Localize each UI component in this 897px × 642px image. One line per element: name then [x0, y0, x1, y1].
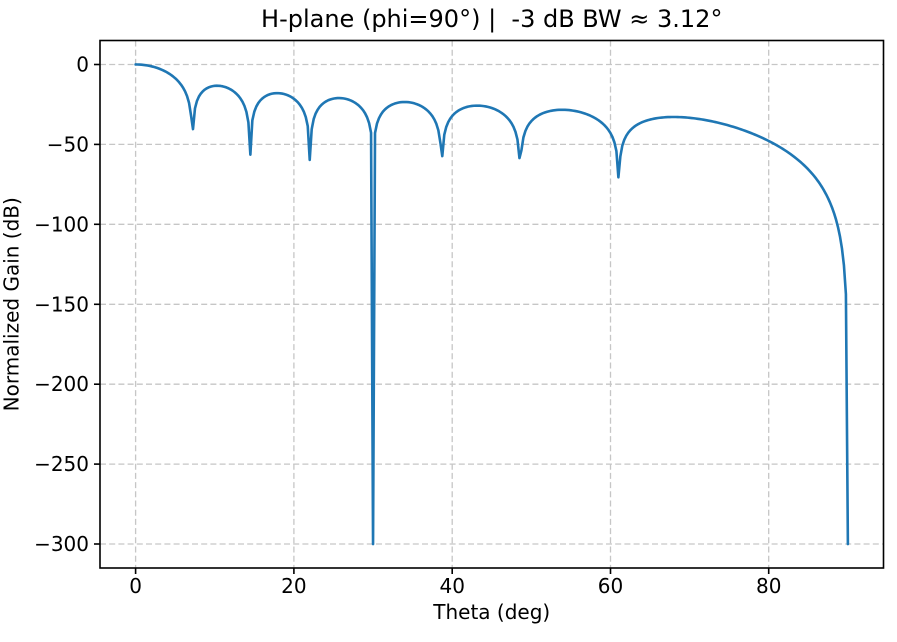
plot-border — [99, 39, 885, 569]
x-tick-label: 60 — [598, 574, 623, 598]
y-tick-label: −150 — [34, 292, 89, 316]
grid-lines — [100, 40, 884, 568]
x-axis-label: Theta (deg) — [432, 600, 550, 624]
y-tick-label: −100 — [34, 212, 89, 236]
pattern-curve — [134, 63, 850, 546]
chart-title: H-plane (phi=90°) | -3 dB BW ≈ 3.12° — [261, 5, 722, 33]
y-tick-label: −250 — [34, 452, 89, 476]
y-tick-label: −50 — [47, 132, 89, 156]
x-tick-labels: 0 20 40 60 80 — [129, 574, 781, 598]
x-tick-label: 20 — [281, 574, 306, 598]
y-axis-label: Normalized Gain (dB) — [0, 197, 24, 411]
y-tick-label: 0 — [76, 53, 89, 77]
x-tick-label: 0 — [129, 574, 142, 598]
y-tick-labels: 0 −50 −100 −150 −200 −250 −300 — [34, 53, 89, 557]
y-tick-label: −300 — [34, 532, 89, 556]
y-tick-label: −200 — [34, 372, 89, 396]
x-tick-label: 80 — [756, 574, 781, 598]
tick-marks — [94, 63, 770, 574]
x-tick-label: 40 — [439, 574, 464, 598]
